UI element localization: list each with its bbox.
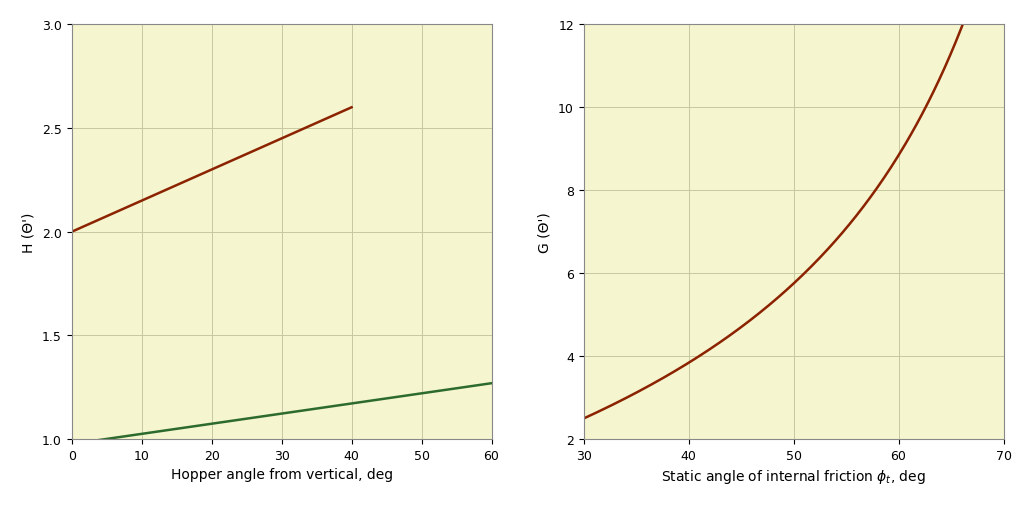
Y-axis label: G (Θ'): G (Θ') — [538, 212, 551, 252]
X-axis label: Static angle of internal friction $\phi_t$, deg: Static angle of internal friction $\phi_… — [662, 468, 926, 485]
Y-axis label: H (Θ'): H (Θ') — [22, 212, 35, 252]
X-axis label: Hopper angle from vertical, deg: Hopper angle from vertical, deg — [171, 468, 392, 482]
